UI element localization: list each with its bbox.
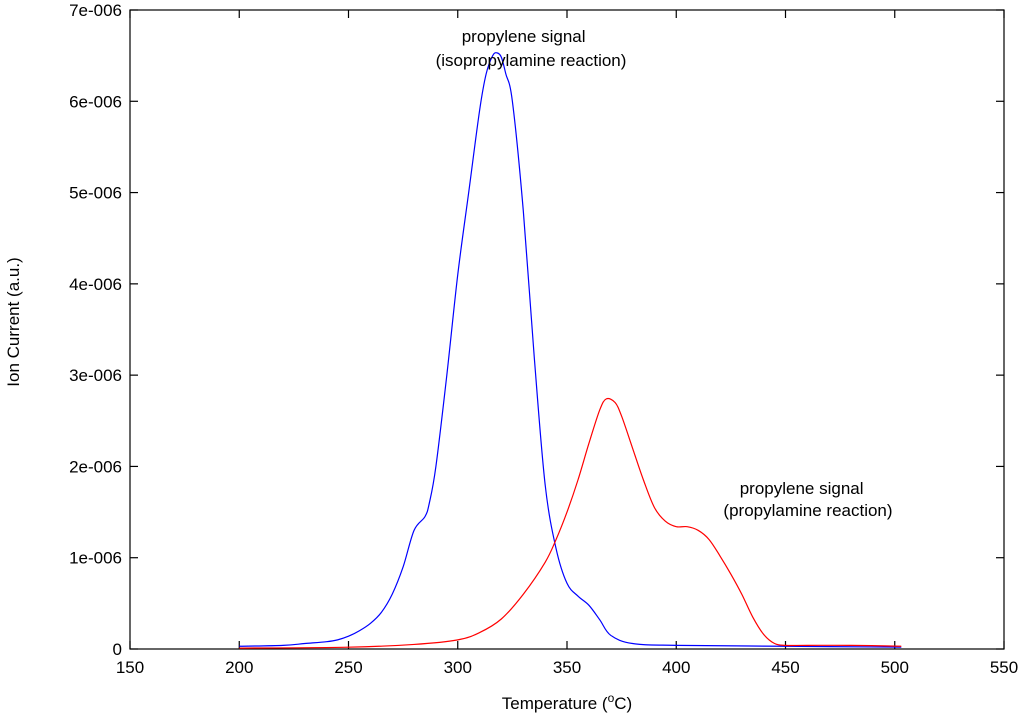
annotation-isopropylamine: propylene signal (isopropylamine reactio…	[436, 27, 627, 70]
y-tick-label: 5e-006	[69, 184, 122, 203]
annotation-isopropylamine-line-2: (isopropylamine reaction)	[436, 51, 627, 70]
x-tick-label: 200	[225, 658, 253, 677]
annotation-propylamine-line-2: (propylamine reaction)	[723, 501, 892, 520]
x-axis: 150 200 250 300 350 400 450 500 550	[116, 10, 1018, 677]
y-axis-title: Ion Current (a.u.)	[4, 257, 23, 386]
x-axis-title: Temperature (oC)	[502, 691, 632, 713]
annotation-isopropylamine-line-1: propylene signal	[462, 27, 586, 46]
y-tick-label: 0	[113, 640, 122, 659]
x-axis-title-main: Temperature (	[502, 694, 608, 713]
x-axis-title-sup: o	[608, 691, 615, 705]
y-tick-label: 7e-006	[69, 1, 122, 20]
x-axis-title-tail: C)	[614, 694, 632, 713]
y-tick-label: 1e-006	[69, 549, 122, 568]
x-tick-label: 300	[444, 658, 472, 677]
annotation-propylamine-line-1: propylene signal	[740, 479, 864, 498]
y-axis: 0 1e-006 2e-006 3e-006 4e-006 5e-006 6e-006 7e-…	[69, 1, 1004, 659]
series-line-red	[239, 397, 902, 649]
x-tick-label: 550	[990, 658, 1018, 677]
x-tick-label: 450	[771, 658, 799, 677]
annotation-propylamine: propylene signal (propylamine reaction)	[723, 479, 892, 520]
x-tick-label: 500	[881, 658, 909, 677]
y-tick-label: 4e-006	[69, 275, 122, 294]
y-tick-label: 6e-006	[69, 92, 122, 111]
x-tick-label: 400	[662, 658, 690, 677]
x-tick-label: 350	[553, 658, 581, 677]
y-tick-label: 3e-006	[69, 366, 122, 385]
plot-frame	[129, 9, 1005, 650]
series-layer	[239, 52, 902, 649]
x-tick-label: 250	[334, 658, 362, 677]
y-tick-label: 2e-006	[69, 457, 122, 476]
x-tick-label: 150	[116, 658, 144, 677]
series-line-blue	[239, 52, 902, 648]
